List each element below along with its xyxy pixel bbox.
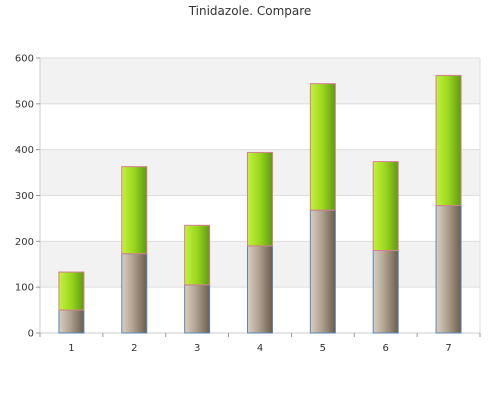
x-axis-ticks: 1 2 3 4 5 6 7 (39, 333, 481, 354)
bar-segment-bottom (372, 250, 399, 334)
x-tick-label: 2 (131, 343, 137, 354)
plot-band (40, 103, 480, 150)
x-tick-label: 6 (383, 343, 389, 354)
y-tick-label: 200 (15, 237, 34, 248)
y-tick-label: 400 (15, 145, 34, 156)
bar-segment-bottom (435, 205, 462, 334)
x-tick-label: 1 (68, 343, 74, 354)
bars (58, 74, 462, 334)
bar-segment-top (309, 83, 336, 211)
bar-segment-bottom (309, 209, 336, 334)
y-axis-ticks: 0 100 200 300 400 500 600 (15, 54, 40, 340)
bar-segment-bottom (121, 253, 148, 334)
y-tick-label: 500 (15, 99, 34, 110)
y-tick-label: 300 (15, 191, 34, 202)
y-tick-label: 0 (28, 329, 34, 340)
plot-band (40, 58, 480, 104)
bar-segment-top (121, 166, 148, 255)
bar-segment-top (435, 74, 462, 207)
x-tick-label: 7 (445, 343, 451, 354)
bar-segment-top (184, 224, 211, 286)
bar-segment-bottom (184, 284, 211, 334)
bar-segment-bottom (247, 245, 273, 334)
y-tick-label: 600 (15, 54, 34, 65)
chart-title: Tinidazole. Compare (188, 4, 312, 18)
bar-segment-bottom (58, 309, 85, 334)
bar-segment-top (58, 271, 85, 311)
y-tick-label: 100 (15, 283, 34, 294)
bar-segment-top (247, 151, 273, 247)
bar-segment-top (372, 161, 399, 251)
x-tick-label: 4 (257, 343, 263, 354)
x-tick-label: 3 (194, 343, 200, 354)
x-tick-label: 5 (320, 343, 326, 354)
